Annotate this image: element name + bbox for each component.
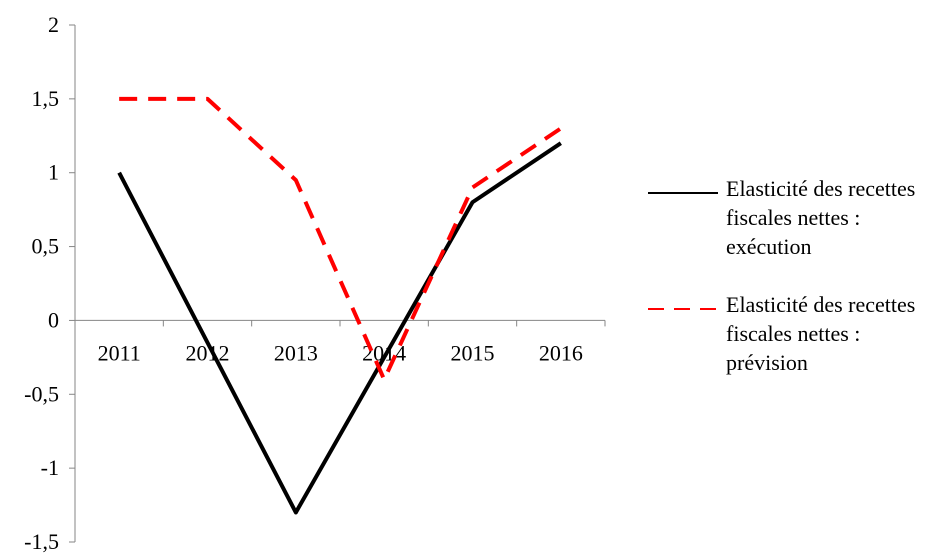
y-tick-label: -0,5 [24, 381, 59, 406]
legend-swatch-dashed [648, 308, 718, 310]
legend-item-execution: Elasticité des recettes fiscales nettes … [648, 174, 928, 274]
y-tick-label: -1 [41, 455, 59, 480]
series-lines [117, 96, 562, 515]
legend-label-prevision: Elasticité des recettes fiscales nettes … [726, 292, 916, 375]
legend-swatch-solid [648, 192, 718, 194]
y-axis-ticks: 2 1,5 1 0,5 0 -0,5 -1 -1,5 [24, 12, 75, 554]
y-tick-label: -1,5 [24, 529, 59, 554]
y-tick-label: 1 [48, 160, 59, 185]
x-tick-label: 2015 [451, 340, 495, 365]
legend-label-execution: Elasticité des recettes fiscales nettes … [726, 176, 916, 259]
x-axis-ticks: 2011 2012 2013 2014 2015 2016 [74, 320, 606, 365]
x-tick-label: 2013 [274, 340, 318, 365]
y-tick-label: 2 [48, 12, 59, 37]
y-tick-label: 1,5 [32, 86, 60, 111]
line-chart: 21,510,50-0,5-1-1,5 2011 2012 2013 2014 2015… [24, 12, 606, 554]
y-tick-label: 0 [48, 307, 59, 332]
series-line-prevision [119, 96, 562, 382]
series-line-execution [117, 141, 562, 515]
x-tick-label: 2011 [98, 340, 141, 365]
legend-item-prevision: Elasticité des recettes fiscales nettes … [648, 290, 928, 390]
y-tick-label: 0,5 [32, 234, 60, 259]
x-tick-label: 2016 [539, 340, 583, 365]
